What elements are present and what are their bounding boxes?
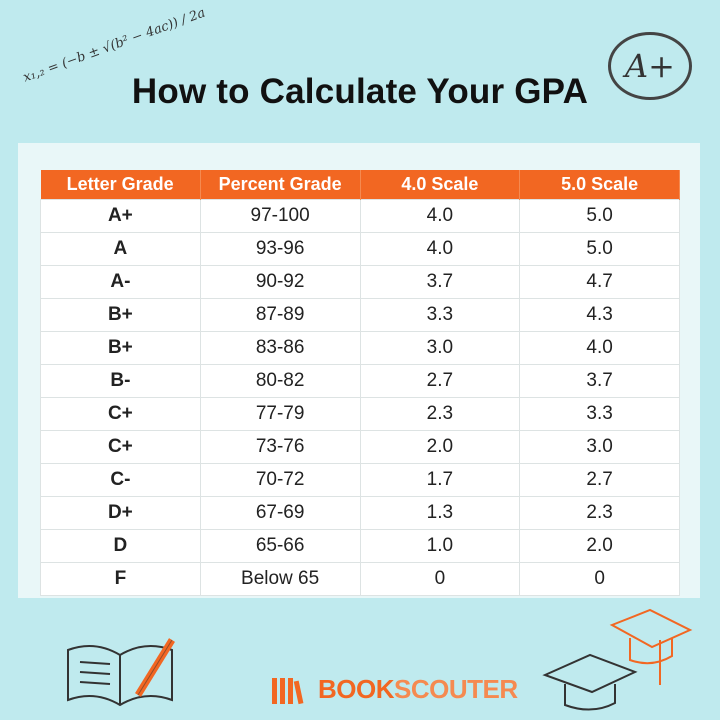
table-cell: B+: [40, 331, 201, 365]
table-cell: C+: [40, 430, 201, 464]
table-cell: 2.7: [359, 364, 521, 398]
table-cell: 93-96: [199, 232, 361, 266]
table-cell: 3.0: [359, 331, 521, 365]
table-cell: 2.3: [359, 397, 521, 431]
table-cell: B-: [40, 364, 201, 398]
table-cell: 3.7: [519, 364, 680, 398]
table-cell: 65-66: [199, 529, 361, 563]
title: How to Calculate Your GPA: [131, 72, 589, 111]
table-cell: D: [40, 529, 201, 563]
book-icon: [67, 645, 173, 707]
table-row: A- 90-92 3.7 4.7: [40, 265, 680, 299]
header-cell: Percent Grade: [200, 170, 361, 200]
table-cell: 70-72: [199, 463, 361, 497]
table-cell: A-: [40, 265, 201, 299]
logo-part: BOOK: [318, 674, 395, 704]
table-row: D 65-66 1.0 2.0: [40, 529, 680, 563]
table-body: A+ 97-100 4.0 5.0 A 93-96 4.0 5.0 A- 90-92 3.7 4.7 B…: [40, 199, 680, 596]
logo: BOOKSCOUTER: [272, 674, 518, 705]
table-cell: 4.7: [519, 265, 680, 299]
header-cell: 5.0 Scale: [519, 170, 680, 200]
table-cell: 67-69: [199, 496, 361, 530]
header-cell: Letter Grade: [40, 170, 201, 200]
table-cell: 87-89: [199, 298, 361, 332]
table-cell: 2.0: [359, 430, 521, 464]
table-cell: 80-82: [199, 364, 361, 398]
table-cell: 4.0: [519, 331, 680, 365]
table-cell: 2.3: [519, 496, 680, 530]
table-row: F Below 65 0 0: [40, 562, 680, 596]
table-cell: 2.7: [519, 463, 680, 497]
table-cell: 73-76: [199, 430, 361, 464]
table-cell: 1.7: [359, 463, 521, 497]
table-cell: 4.0: [359, 232, 521, 266]
gpa-table: Letter Grade Percent Grade 4.0 Scale 5.0 Sc…: [40, 170, 680, 596]
table-row: A 93-96 4.0 5.0: [40, 232, 680, 266]
table-cell: 3.7: [359, 265, 521, 299]
table-cell: A+: [40, 199, 201, 233]
grad-cap-icon-orange: [609, 608, 693, 685]
table-row: C+ 77-79 2.3 3.3: [40, 397, 680, 431]
table-row: C+ 73-76 2.0 3.0: [40, 430, 680, 464]
table-cell: 3.3: [359, 298, 521, 332]
table-row: C- 70-72 1.7 2.7: [40, 463, 680, 497]
table-cell: 77-79: [199, 397, 361, 431]
header-row: Letter Grade Percent Grade 4.0 Scale 5.0 Sc…: [40, 170, 680, 200]
pencil-icon: [135, 638, 175, 697]
table-cell: 4.0: [359, 199, 521, 233]
table-cell: 5.0: [519, 232, 680, 266]
table-cell: 0: [519, 562, 680, 596]
table-cell: 0: [359, 562, 521, 596]
table-row: B+ 87-89 3.3 4.3: [40, 298, 680, 332]
table-cell: 1.3: [359, 496, 521, 530]
table-cell: B+: [40, 298, 201, 332]
table-cell: 97-100: [199, 199, 361, 233]
logo-icon: [272, 678, 304, 705]
table-cell: 4.3: [519, 298, 680, 332]
table-cell: C-: [40, 463, 201, 497]
table-cell: Below 65: [199, 562, 361, 596]
table-cell: 1.0: [359, 529, 521, 563]
table-row: B+ 83-86 3.0 4.0: [40, 331, 680, 365]
grad-cap-icon: [542, 653, 638, 711]
table-cell: F: [40, 562, 201, 596]
table-cell: 2.0: [519, 529, 680, 563]
table-cell: C+: [40, 397, 201, 431]
table-row: D+ 67-69 1.3 2.3: [40, 496, 680, 530]
table-cell: 5.0: [519, 199, 680, 233]
header-cell: 4.0 Scale: [360, 170, 521, 200]
table-cell: 3.3: [519, 397, 680, 431]
table-row: A+ 97-100 4.0 5.0: [40, 199, 680, 233]
table-row: B- 80-82 2.7 3.7: [40, 364, 680, 398]
table-cell: 3.0: [519, 430, 680, 464]
grade-badge: A+: [608, 32, 692, 100]
table-cell: A: [40, 232, 201, 266]
logo-part: SCOUTER: [394, 674, 518, 704]
table-cell: D+: [40, 496, 201, 530]
table-cell: 90-92: [199, 265, 361, 299]
table-cell: 83-86: [199, 331, 361, 365]
